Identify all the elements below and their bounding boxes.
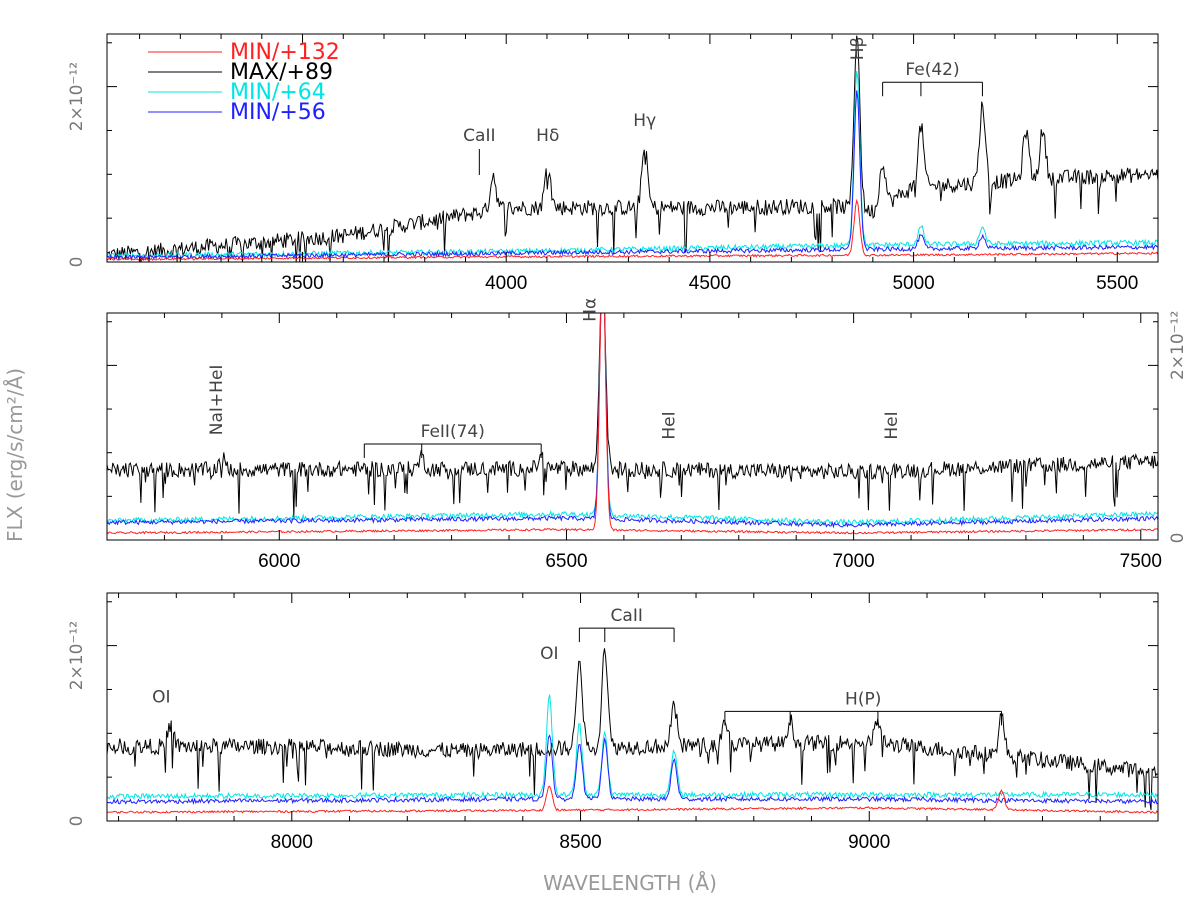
series-line-MINp56 [107, 90, 1158, 261]
y-scale-label: 2×10⁻¹² [67, 62, 87, 131]
y-zero-label: 0 [67, 257, 87, 268]
spectral-line-label: Hγ [633, 111, 656, 131]
y-zero-label: 0 [1168, 533, 1188, 544]
series-line-MINp64 [107, 313, 1158, 526]
series-line-MAXp89 [107, 35, 1158, 262]
x-tick-label: 8000 [271, 832, 313, 853]
spectral-line-label: HeI [882, 411, 902, 439]
legend-entry: MIN/+56 [230, 100, 326, 125]
y-scale-label: 2×10⁻¹² [1168, 311, 1188, 380]
x-tick-label: 3500 [281, 273, 323, 294]
x-tick-label: 6000 [258, 551, 300, 572]
multiplet-label: CaII [611, 606, 643, 626]
series-group-1 [107, 35, 1158, 262]
spectral-line-label: Hδ [536, 126, 559, 146]
spectral-line-label: OI [152, 688, 170, 708]
series-line-MINp132 [107, 198, 1158, 261]
spectral-line-label: Hβ [848, 37, 868, 61]
panel-1: 3500 4000 4500 5000 5500 0 2×10⁻¹² CaII Hδ Hγ Hβ Fe… [67, 33, 1159, 294]
series-group-3 [107, 648, 1158, 814]
x-axis-title: WAVELENGTH (Å) [543, 871, 717, 895]
series-line-MINp56 [107, 734, 1158, 806]
legend-entry: MAX/+89 [230, 60, 333, 85]
series-line-MINp132 [107, 785, 1158, 814]
panel-frame [106, 312, 1159, 541]
multiplet-label: Fe(42) [905, 60, 959, 80]
x-tick-label: 9000 [848, 832, 890, 853]
x-tick-label: 5500 [1096, 273, 1138, 294]
spectral-line-label: CaII [463, 126, 495, 146]
x-tick-label: 8500 [559, 832, 601, 853]
panels-group: 3500 4000 4500 5000 5500 0 2×10⁻¹² CaII Hδ Hγ Hβ Fe… [67, 33, 1188, 853]
panel-2: 6000 6500 7000 7500 0 2×10⁻¹² NaI+HeI Hα HeI HeI F… [106, 298, 1188, 572]
y-scale-label: 2×10⁻¹² [67, 621, 87, 690]
legend-entry: MIN/+64 [230, 80, 326, 105]
multiplet-label: FeII(74) [421, 422, 485, 442]
x-tick-label: 4000 [485, 273, 527, 294]
series-line-MINp64 [107, 694, 1158, 801]
multiplet-label: H(P) [845, 689, 881, 709]
series-group-2 [107, 313, 1158, 535]
panel-3: 8000 8500 9000 0 2×10⁻¹² OI OI CaII H(P) [67, 592, 1159, 853]
series-line-MINp132 [107, 313, 1158, 535]
spectral-line-label: OI [540, 644, 558, 664]
y-axis-title: FLX (erg/s/cm²/Å) [3, 368, 27, 542]
spectral-line-label: Hα [580, 298, 600, 322]
series-line-MAXp89 [107, 648, 1158, 811]
x-tick-label: 5000 [892, 273, 934, 294]
panel-frame [106, 33, 1159, 263]
panel-frame [106, 592, 1159, 822]
x-tick-label: 6500 [545, 551, 587, 572]
y-zero-label: 0 [67, 816, 87, 827]
spectral-line-label: NaI+HeI [207, 365, 227, 436]
x-tick-label: 7500 [1120, 551, 1162, 572]
series-line-MINp56 [107, 313, 1158, 529]
x-tick-label: 7000 [832, 551, 874, 572]
spectral-line-label: HeI [660, 411, 680, 439]
x-tick-label: 4500 [689, 273, 731, 294]
legend-entry: MIN/+132 [230, 40, 340, 65]
series-line-MAXp89 [107, 313, 1158, 518]
